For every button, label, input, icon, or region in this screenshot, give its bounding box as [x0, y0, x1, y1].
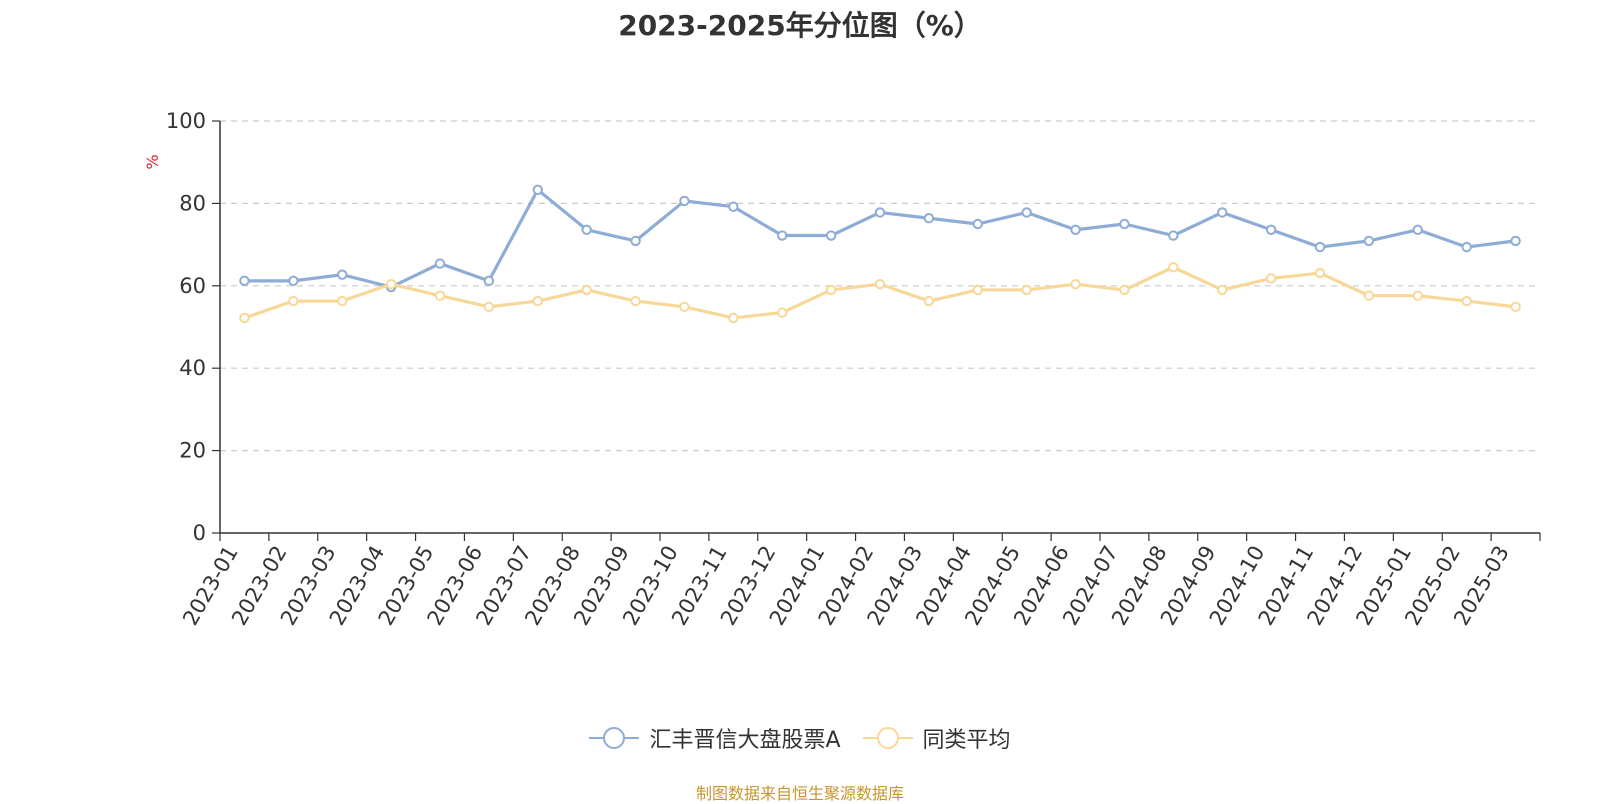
legend-item-average[interactable]: 同类平均 — [862, 722, 1011, 754]
data-point[interactable] — [825, 230, 837, 241]
data-point[interactable] — [1168, 262, 1179, 273]
data-point[interactable] — [288, 295, 299, 307]
data-point[interactable] — [1461, 241, 1472, 253]
series-line-1 — [243, 265, 1516, 320]
y-tick-label: 0 — [193, 521, 206, 545]
data-point[interactable] — [1363, 290, 1375, 301]
data-point[interactable] — [1070, 278, 1081, 290]
data-point[interactable] — [385, 278, 397, 290]
data-point[interactable] — [532, 184, 543, 196]
legend-label-fund: 汇丰晋信大盘股票A — [649, 728, 841, 753]
data-point[interactable] — [1510, 235, 1521, 247]
data-point[interactable] — [1265, 224, 1277, 235]
data-point[interactable] — [777, 307, 788, 318]
legend: 汇丰晋信大盘股票A 同类平均 — [0, 722, 1600, 754]
data-point[interactable] — [434, 290, 446, 301]
data-point[interactable] — [1363, 235, 1375, 247]
data-point[interactable] — [1461, 295, 1472, 307]
data-point[interactable] — [581, 224, 592, 235]
axis-layer: 0204060801002023-012023-022023-032023-04… — [166, 109, 1541, 629]
data-point[interactable] — [239, 312, 250, 324]
data-point[interactable] — [288, 275, 299, 287]
data-point[interactable] — [1412, 290, 1423, 301]
data-point[interactable] — [1217, 284, 1228, 296]
series-layer — [239, 184, 1521, 324]
data-point[interactable] — [337, 295, 348, 307]
data-point[interactable] — [679, 301, 690, 313]
data-point[interactable] — [825, 284, 837, 296]
data-point[interactable] — [972, 284, 983, 296]
data-point[interactable] — [1021, 284, 1032, 296]
data-point[interactable] — [728, 201, 739, 212]
legend-marker-fund-icon — [589, 727, 640, 749]
data-point[interactable] — [630, 235, 641, 247]
y-tick-label: 20 — [179, 439, 206, 463]
data-point[interactable] — [483, 275, 495, 287]
y-tick-label: 100 — [166, 109, 206, 133]
data-point[interactable] — [1119, 218, 1130, 230]
data-point[interactable] — [972, 218, 983, 230]
data-point[interactable] — [874, 207, 886, 218]
data-point[interactable] — [679, 195, 690, 207]
data-point[interactable] — [483, 301, 495, 313]
data-point[interactable] — [1265, 273, 1277, 284]
data-point[interactable] — [1314, 241, 1326, 253]
data-point[interactable] — [923, 213, 935, 224]
data-point[interactable] — [1314, 267, 1326, 279]
y-tick-label: 40 — [179, 356, 206, 380]
data-point[interactable] — [1021, 207, 1032, 218]
data-point[interactable] — [532, 295, 543, 307]
data-point[interactable] — [434, 258, 446, 269]
data-point[interactable] — [1119, 284, 1130, 296]
y-axis-label: % — [143, 154, 162, 169]
data-point[interactable] — [630, 295, 641, 307]
data-point[interactable] — [1168, 230, 1179, 241]
chart-title: 2023-2025年分位图（%） — [618, 9, 982, 42]
legend-marker-average-icon — [862, 727, 913, 749]
data-point[interactable] — [1070, 224, 1081, 235]
data-point[interactable] — [923, 295, 935, 307]
y-tick-label: 80 — [179, 191, 206, 215]
data-point[interactable] — [728, 312, 739, 324]
data-point[interactable] — [1412, 224, 1423, 235]
data-point[interactable] — [777, 230, 788, 241]
data-point[interactable] — [239, 275, 250, 287]
source-note: 制图数据来自恒生聚源数据库 — [695, 784, 904, 803]
y-tick-label: 60 — [179, 274, 206, 298]
legend-item-fund[interactable]: 汇丰晋信大盘股票A — [589, 722, 841, 754]
data-point[interactable] — [581, 284, 592, 296]
data-point[interactable] — [1510, 301, 1521, 313]
data-point[interactable] — [1217, 207, 1228, 218]
data-point[interactable] — [337, 269, 348, 280]
legend-label-average: 同类平均 — [922, 728, 1011, 753]
data-point[interactable] — [874, 278, 886, 290]
